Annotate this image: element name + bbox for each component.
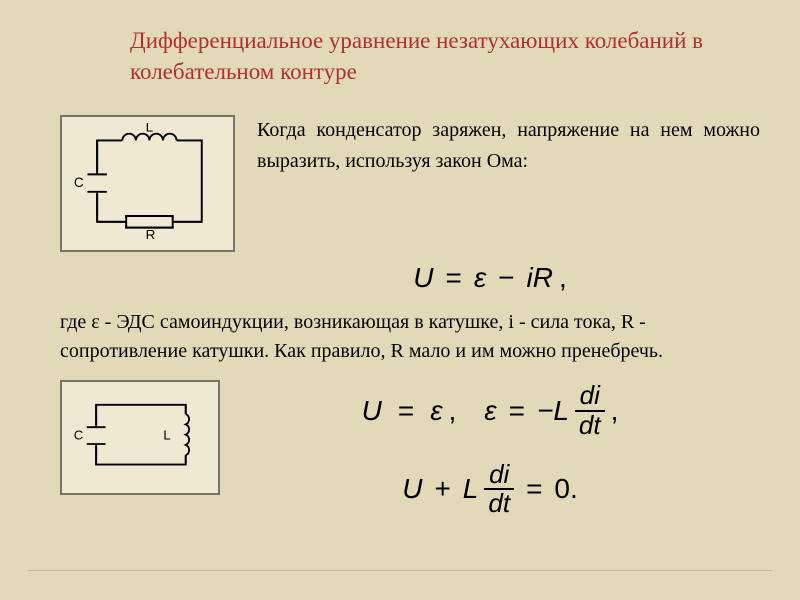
eq2a-eps: ε xyxy=(430,395,442,427)
eq2b-eps: ε xyxy=(484,395,496,427)
eq-eps: ε xyxy=(474,262,486,294)
eq3-L: L xyxy=(463,473,479,505)
circuit-lc: C L xyxy=(70,388,210,481)
eq3-plus: + xyxy=(428,473,456,505)
equation-line-1: U = ε , ε = −L di dt , xyxy=(362,382,619,439)
equation-ohm: U = ε − iR , xyxy=(180,262,800,294)
eq2b-num: di xyxy=(576,382,604,409)
row-lc: C L U = ε , ε = −L di dt xyxy=(0,366,800,517)
equation-U-eq-eps: U = ε , xyxy=(362,395,457,427)
eq-U: U xyxy=(413,262,433,294)
eq3-U: U xyxy=(402,473,422,505)
eq3-den: dt xyxy=(484,490,514,517)
equation-stack: U = ε , ε = −L di dt , U + L d xyxy=(220,380,760,517)
eq2b-minusL: −L xyxy=(537,395,569,427)
label-L2: L xyxy=(163,428,170,443)
eq2b-frac: di dt xyxy=(575,382,605,439)
intro-paragraph: Когда конденсатор заряжен, напряжение на… xyxy=(235,115,760,177)
eq3-zero: 0. xyxy=(554,473,577,505)
equation-eps-L: ε = −L di dt , xyxy=(484,382,618,439)
eq-minus: − xyxy=(492,262,520,294)
eq2b-comma: , xyxy=(611,395,619,427)
eq-equals: = xyxy=(439,262,467,294)
label-C: C xyxy=(74,175,84,190)
circuit-rlc: L C R xyxy=(70,123,225,239)
eq3-frac: di dt xyxy=(484,461,514,518)
circuit-lc-box: C L xyxy=(60,380,220,494)
eq3-eq: = xyxy=(520,473,548,505)
equation-final: U + L di dt = 0. xyxy=(402,461,578,518)
label-L: L xyxy=(146,123,154,135)
page-title: Дифференциальное уравнение незатухающих … xyxy=(0,0,800,87)
page-border xyxy=(28,570,772,571)
eq2a-eq: = xyxy=(388,395,424,427)
eq3-num: di xyxy=(485,461,513,488)
label-C2: C xyxy=(74,428,83,443)
eq-comma: , xyxy=(559,262,567,294)
circuit-rlc-box: L C R xyxy=(60,115,235,252)
row-intro: L C R Когда конденсатор заряжен, напряже… xyxy=(0,87,800,252)
note-paragraph: где ε - ЭДС самоиндукции, возникающая в … xyxy=(0,294,800,366)
eq2a-U: U xyxy=(362,395,382,427)
eq-iR: iR xyxy=(527,262,553,294)
eq2b-eq: = xyxy=(503,395,531,427)
label-R: R xyxy=(146,227,156,239)
eq2a-comma: , xyxy=(449,395,457,427)
eq2b-den: dt xyxy=(575,412,605,439)
